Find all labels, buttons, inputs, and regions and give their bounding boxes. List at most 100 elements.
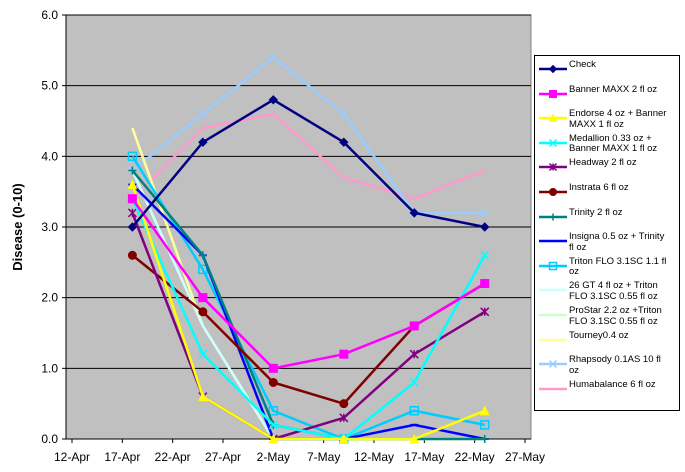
legend-label: 26 GT 4 fl oz + Triton FLO 3.1SC 0.55 fl … [569,281,679,302]
circle-marker [198,307,208,317]
x-marker [480,250,490,260]
legend-item: Rhapsody 0.1AS 10 fl oz [535,355,681,379]
open-square-marker [479,420,490,430]
series-line [131,98,485,229]
x-marker [198,349,208,359]
series-4 [127,194,490,444]
triangle-marker [409,433,420,444]
x-tick-label: 12-Apr [54,450,90,464]
series-lines [127,52,490,444]
square-marker [268,363,278,373]
circle-marker [127,250,137,260]
plus-marker [128,166,137,175]
diamond-marker [480,222,490,232]
y-tick-label: 1.0 [41,361,58,375]
plus-marker [480,435,489,443]
legend-label-line: 26 GT 4 fl oz + Triton [569,280,658,292]
open-square-marker [548,261,558,271]
legend-item: Insigna 0.5 oz + Trinity fl oz [535,232,681,256]
x-tick-label: 12-May [354,450,394,464]
legend-item: ProStar 2.2 oz +Triton FLO 3.1SC 0.55 fl … [535,305,681,330]
star-marker [409,349,419,359]
y-tick-label: 4.0 [41,149,58,163]
legend-label-line: fl oz [569,241,587,253]
legend-label-line: oz [569,266,580,278]
legend-label-line: Check [569,59,596,70]
legend-label: Humabalance 6 fl oz [569,379,679,391]
legend-label: Tourney0.4 oz [569,330,679,342]
x-marker [548,138,558,147]
legend-label-line: Trinity 2 fl oz [569,206,623,218]
star-marker [127,208,137,218]
legend-symbol [539,64,567,74]
y-tick-label: 6.0 [41,8,58,22]
square-marker [409,321,419,331]
series-line [131,212,486,441]
open-square-marker [268,405,279,416]
legend-symbol [539,261,567,271]
legend-label: Rhapsody 0.1AS 10 fl oz [569,355,679,376]
legend-symbol [539,289,567,292]
x-marker [480,208,490,218]
legend-item: Banner MAXX 2 fl oz [535,84,681,109]
legend-label: Banner MAXX 2 fl oz [569,84,679,96]
legend-label-line: MAXX 1 fl oz [569,118,624,130]
legend-label-line: ProStar 2.2 oz +Triton [569,305,662,316]
legend-label: Headway 2 fl oz [569,158,679,169]
y-tick-label: 5.0 [41,79,58,93]
legend-item: Endorse 4 oz + Banner MAXX 1 fl oz [535,109,681,133]
plus-marker [549,213,557,221]
legend-item: Humabalance 6 fl oz [535,379,681,404]
diamond-marker [409,208,419,218]
legend-label-line: Rhapsody 0.1AS 10 fl [569,354,661,366]
x-tick-label: 2-May [257,450,290,464]
open-square-marker [409,405,420,416]
x-marker [198,109,208,119]
series-line [131,198,486,370]
series-line [131,112,486,201]
x-tick-label: 27-Apr [205,450,241,464]
x-marker [268,420,278,430]
circle-marker [268,377,278,387]
legend-label: ProStar 2.2 oz +Triton FLO 3.1SC 0.55 fl … [569,305,679,327]
triangle-marker [127,179,138,190]
legend-label-line: FLO 3.1SC 0.55 fl oz [569,315,658,327]
legend-symbol [539,387,567,391]
diamond-marker [339,137,349,147]
legend-label-line: oz [569,364,580,376]
legend-symbol [539,138,567,147]
x-tick-label: 17-May [404,450,444,464]
triangle-marker [548,113,558,123]
square-marker [339,349,349,359]
legend-item: Medallion 0.33 oz + Banner MAXX 1 fl oz [535,133,681,158]
legend-symbol [539,239,567,243]
x-tick-label: 22-May [455,450,495,464]
legend-label: Trinity 2 fl oz [569,206,679,219]
legend-symbol [539,338,567,341]
legend-label: Triton FLO 3.1SC 1.1 fl oz [569,255,679,278]
legend-item: Tourney0.4 oz [535,330,681,355]
y-axis-ticks: 0.0 1.0 2.0 3.0 4.0 5.0 6.0 [41,8,66,446]
legend: Check Banner MAXX 2 fl oz Endorse 4 oz + B… [534,55,680,411]
legend-label-line: Triton FLO 3.1SC 1.1 fl [569,255,667,267]
legend-label: Endorse 4 oz + Banner MAXX 1 fl oz [569,109,679,130]
star-marker [339,413,349,423]
y-tick-label: 0.0 [41,432,58,446]
series-line [131,155,485,441]
series-14 [131,112,486,201]
triangle-marker [338,433,349,444]
y-tick-label: 3.0 [41,220,58,234]
legend-symbol [539,188,567,196]
legend-symbol [539,89,567,98]
legend-label-line: Insigna 0.5 oz + Trinity [569,231,665,243]
square-marker [198,293,208,303]
open-square-marker [198,264,208,275]
legend-symbol [539,313,567,317]
x-tick-label: 7-May [307,450,340,464]
legend-symbol [539,360,567,369]
legend-item: Triton FLO 3.1SC 1.1 fl oz [535,255,681,281]
plus-marker [198,251,207,260]
series-1 [127,95,490,232]
y-axis-label: Disease (0-10) [10,183,25,270]
legend-label: Check [569,59,679,71]
